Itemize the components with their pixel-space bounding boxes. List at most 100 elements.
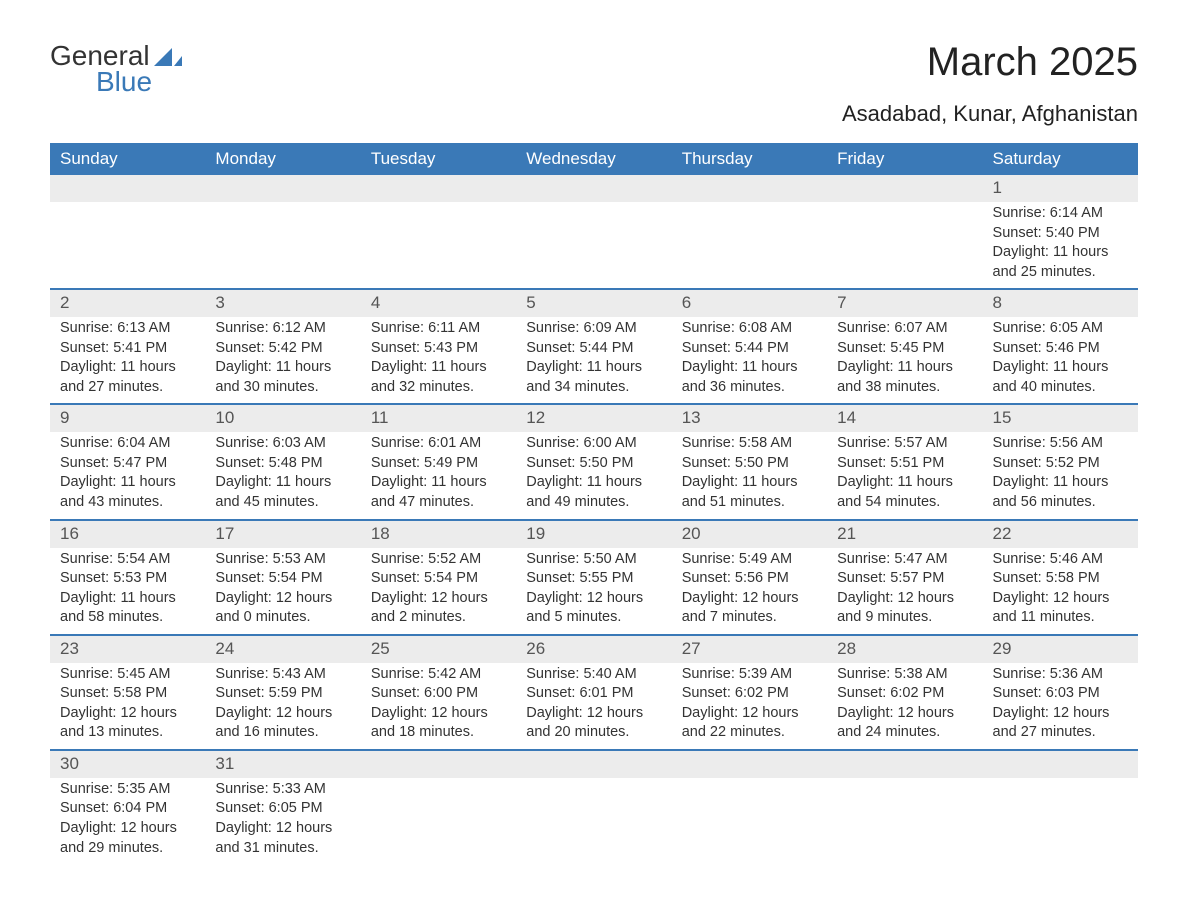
day-data-cell: Sunrise: 6:09 AMSunset: 5:44 PMDaylight:… [516, 317, 671, 404]
day-number-cell: 28 [827, 635, 982, 663]
daylight-text: Daylight: 12 hours [837, 589, 972, 609]
day-data-cell [672, 778, 827, 864]
day-data-cell: Sunrise: 5:35 AMSunset: 6:04 PMDaylight:… [50, 778, 205, 864]
sunset-text: Sunset: 5:54 PM [371, 569, 506, 589]
day-number-cell: 2 [50, 289, 205, 317]
day-number-cell: 16 [50, 520, 205, 548]
daylight-text: Daylight: 11 hours [526, 473, 661, 493]
daylight-text: and 25 minutes. [993, 263, 1128, 283]
sunset-text: Sunset: 5:50 PM [682, 454, 817, 474]
sunrise-text: Sunrise: 6:07 AM [837, 319, 972, 339]
day-data-cell: Sunrise: 5:54 AMSunset: 5:53 PMDaylight:… [50, 548, 205, 635]
day-data-cell [50, 202, 205, 289]
day-number-row: 1 [50, 175, 1138, 202]
daylight-text: Daylight: 12 hours [682, 589, 817, 609]
day-number-cell: 18 [361, 520, 516, 548]
sunset-text: Sunset: 5:55 PM [526, 569, 661, 589]
month-title: March 2025 [842, 40, 1138, 85]
title-block: March 2025 Asadabad, Kunar, Afghanistan [842, 40, 1138, 135]
day-data-cell: Sunrise: 6:08 AMSunset: 5:44 PMDaylight:… [672, 317, 827, 404]
daylight-text: Daylight: 11 hours [60, 358, 195, 378]
daylight-text: Daylight: 12 hours [60, 704, 195, 724]
daylight-text: Daylight: 12 hours [215, 589, 350, 609]
day-number-cell: 23 [50, 635, 205, 663]
sunrise-text: Sunrise: 5:42 AM [371, 665, 506, 685]
daylight-text: Daylight: 11 hours [837, 358, 972, 378]
daylight-text: and 13 minutes. [60, 723, 195, 743]
day-data-cell: Sunrise: 5:56 AMSunset: 5:52 PMDaylight:… [983, 432, 1138, 519]
day-data-cell: Sunrise: 6:00 AMSunset: 5:50 PMDaylight:… [516, 432, 671, 519]
sunset-text: Sunset: 5:58 PM [60, 684, 195, 704]
day-number-cell: 7 [827, 289, 982, 317]
daylight-text: and 18 minutes. [371, 723, 506, 743]
day-number-cell: 19 [516, 520, 671, 548]
day-number-row: 2345678 [50, 289, 1138, 317]
day-data-cell: Sunrise: 6:05 AMSunset: 5:46 PMDaylight:… [983, 317, 1138, 404]
calendar-table: SundayMondayTuesdayWednesdayThursdayFrid… [50, 143, 1138, 864]
weekday-header-row: SundayMondayTuesdayWednesdayThursdayFrid… [50, 143, 1138, 175]
daylight-text: Daylight: 11 hours [993, 243, 1128, 263]
daylight-text: Daylight: 11 hours [526, 358, 661, 378]
sunrise-text: Sunrise: 5:56 AM [993, 434, 1128, 454]
day-data-cell [827, 778, 982, 864]
sunrise-text: Sunrise: 6:11 AM [371, 319, 506, 339]
sunset-text: Sunset: 6:03 PM [993, 684, 1128, 704]
day-number-cell: 17 [205, 520, 360, 548]
daylight-text: and 30 minutes. [215, 378, 350, 398]
day-number-cell: 13 [672, 404, 827, 432]
day-data-cell: Sunrise: 6:07 AMSunset: 5:45 PMDaylight:… [827, 317, 982, 404]
daylight-text: and 11 minutes. [993, 608, 1128, 628]
day-data-cell: Sunrise: 5:40 AMSunset: 6:01 PMDaylight:… [516, 663, 671, 750]
daylight-text: and 27 minutes. [60, 378, 195, 398]
day-data-cell: Sunrise: 6:12 AMSunset: 5:42 PMDaylight:… [205, 317, 360, 404]
sunrise-text: Sunrise: 6:12 AM [215, 319, 350, 339]
sunset-text: Sunset: 5:53 PM [60, 569, 195, 589]
sunrise-text: Sunrise: 5:45 AM [60, 665, 195, 685]
day-number-cell: 30 [50, 750, 205, 778]
daylight-text: Daylight: 12 hours [215, 819, 350, 839]
daylight-text: and 36 minutes. [682, 378, 817, 398]
sunrise-text: Sunrise: 6:05 AM [993, 319, 1128, 339]
day-data-cell [205, 202, 360, 289]
day-data-cell: Sunrise: 6:01 AMSunset: 5:49 PMDaylight:… [361, 432, 516, 519]
day-data-cell: Sunrise: 5:57 AMSunset: 5:51 PMDaylight:… [827, 432, 982, 519]
daylight-text: and 22 minutes. [682, 723, 817, 743]
day-data-row: Sunrise: 6:04 AMSunset: 5:47 PMDaylight:… [50, 432, 1138, 519]
day-data-cell: Sunrise: 5:52 AMSunset: 5:54 PMDaylight:… [361, 548, 516, 635]
sunrise-text: Sunrise: 5:46 AM [993, 550, 1128, 570]
sunset-text: Sunset: 5:49 PM [371, 454, 506, 474]
day-number-cell: 6 [672, 289, 827, 317]
daylight-text: and 5 minutes. [526, 608, 661, 628]
daylight-text: Daylight: 12 hours [60, 819, 195, 839]
day-number-cell: 1 [983, 175, 1138, 202]
day-number-cell: 22 [983, 520, 1138, 548]
sunrise-text: Sunrise: 6:14 AM [993, 204, 1128, 224]
sunset-text: Sunset: 5:46 PM [993, 339, 1128, 359]
sunrise-text: Sunrise: 6:03 AM [215, 434, 350, 454]
day-data-cell: Sunrise: 6:11 AMSunset: 5:43 PMDaylight:… [361, 317, 516, 404]
day-number-row: 3031 [50, 750, 1138, 778]
weekday-header: Monday [205, 143, 360, 175]
sunrise-text: Sunrise: 5:47 AM [837, 550, 972, 570]
day-number-cell: 20 [672, 520, 827, 548]
daylight-text: and 9 minutes. [837, 608, 972, 628]
daylight-text: and 58 minutes. [60, 608, 195, 628]
sunset-text: Sunset: 5:59 PM [215, 684, 350, 704]
sunrise-text: Sunrise: 6:09 AM [526, 319, 661, 339]
daylight-text: Daylight: 12 hours [526, 704, 661, 724]
sunrise-text: Sunrise: 5:52 AM [371, 550, 506, 570]
day-number-cell: 14 [827, 404, 982, 432]
day-data-cell: Sunrise: 5:45 AMSunset: 5:58 PMDaylight:… [50, 663, 205, 750]
day-data-cell: Sunrise: 5:36 AMSunset: 6:03 PMDaylight:… [983, 663, 1138, 750]
location: Asadabad, Kunar, Afghanistan [842, 101, 1138, 127]
daylight-text: Daylight: 11 hours [60, 473, 195, 493]
sunset-text: Sunset: 5:51 PM [837, 454, 972, 474]
sunset-text: Sunset: 6:02 PM [837, 684, 972, 704]
day-number-cell: 26 [516, 635, 671, 663]
daylight-text: Daylight: 12 hours [371, 589, 506, 609]
day-number-cell [672, 175, 827, 202]
daylight-text: Daylight: 12 hours [993, 704, 1128, 724]
daylight-text: Daylight: 11 hours [837, 473, 972, 493]
sunrise-text: Sunrise: 5:39 AM [682, 665, 817, 685]
sunset-text: Sunset: 5:54 PM [215, 569, 350, 589]
